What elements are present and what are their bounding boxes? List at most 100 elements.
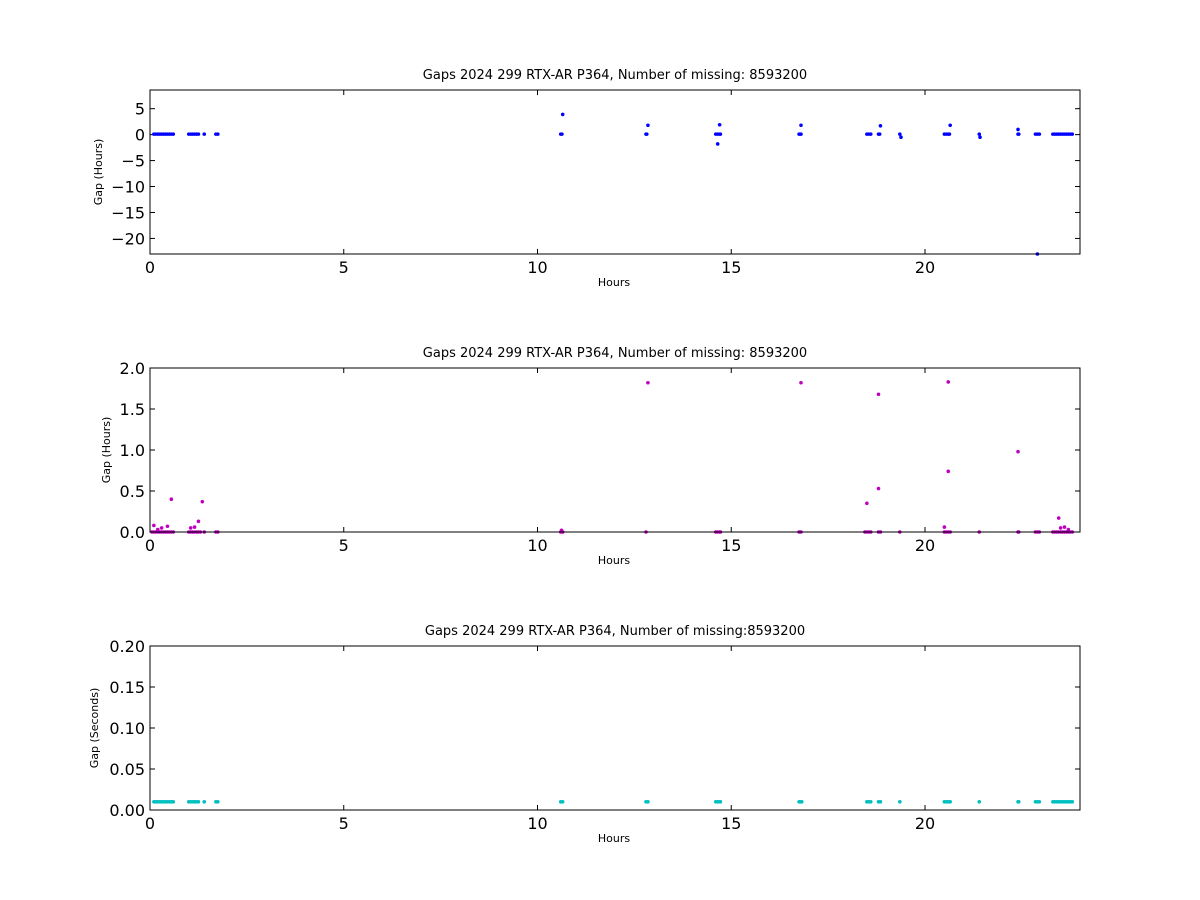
data-point [646, 380, 650, 385]
chart-3-points [152, 800, 1075, 804]
x-tick-label: 20 [915, 536, 935, 555]
chart-1-ylabel: Gap (Hours) [92, 139, 105, 206]
data-point [718, 800, 723, 804]
data-point [196, 800, 201, 804]
x-tick-label: 5 [339, 814, 349, 833]
chart-2-points [150, 380, 1075, 534]
data-point [1070, 132, 1075, 136]
data-point [878, 124, 883, 128]
x-tick-label: 15 [721, 258, 741, 277]
x-tick-label: 5 [339, 536, 349, 555]
data-point [188, 526, 193, 530]
x-tick-label: 10 [527, 258, 547, 277]
data-point [898, 800, 902, 804]
data-point [1058, 526, 1063, 530]
data-point [946, 380, 951, 384]
chart-3-title: Gaps 2024 299 RTX-AR P364, Number of mis… [425, 624, 805, 639]
data-point [1066, 527, 1071, 532]
data-point [1016, 127, 1020, 132]
data-point [977, 800, 982, 804]
x-tick-label: 0 [145, 536, 155, 555]
data-point [216, 800, 220, 804]
data-point [155, 527, 160, 532]
chart-panel-2: Gaps 2024 299 RTX-AR P364, Number of mis… [100, 346, 1081, 567]
data-point [899, 135, 903, 140]
y-tick-label: 2.0 [120, 359, 145, 378]
x-tick-label: 5 [339, 258, 349, 277]
chart-3-frame [149, 645, 1081, 811]
x-tick-label: 15 [721, 814, 741, 833]
data-point [560, 132, 564, 136]
data-point [978, 135, 982, 140]
data-point [200, 499, 205, 504]
data-point [171, 800, 176, 804]
y-tick-label: 0 [135, 126, 145, 145]
data-point [799, 132, 803, 136]
chart-panel-3: Gaps 2024 299 RTX-AR P364, Number of mis… [88, 624, 1081, 845]
y-tick-label: 0.15 [109, 678, 145, 697]
data-point [878, 800, 883, 804]
x-tick-label: 0 [145, 258, 155, 277]
chart-2-title: Gaps 2024 299 RTX-AR P364, Number of mis… [423, 346, 807, 361]
x-tick-label: 10 [527, 814, 547, 833]
x-tick-label: 20 [915, 258, 935, 277]
chart-1-points [152, 112, 1075, 256]
data-point [868, 800, 873, 804]
data-point [948, 800, 952, 804]
y-tick-label: −5 [121, 152, 145, 171]
chart-1-title: Gaps 2024 299 RTX-AR P364, Number of mis… [423, 68, 807, 83]
y-tick-label: 0.5 [120, 482, 145, 501]
data-point [152, 523, 156, 528]
data-point [169, 497, 174, 502]
data-point [1037, 132, 1042, 136]
data-point [946, 469, 951, 474]
chart-1-frame [149, 89, 1081, 255]
data-point [876, 486, 881, 491]
chart-3-ticks: 0 5 10 15 20 0.00 0.05 0.10 0.15 0.20 [109, 637, 1080, 833]
data-point [202, 132, 207, 136]
chart-2-xlabel: Hours [598, 554, 630, 567]
data-point [1016, 449, 1020, 454]
data-point [171, 132, 176, 136]
chart-2-ylabel: Gap (Hours) [100, 417, 113, 484]
data-point [865, 501, 869, 506]
y-tick-label: 0.00 [109, 801, 145, 820]
y-tick-label: 0.20 [109, 637, 145, 656]
data-point [196, 132, 201, 136]
data-point [718, 132, 723, 136]
data-point [799, 123, 803, 128]
y-tick-label: 0.05 [109, 760, 145, 779]
data-point [1056, 516, 1061, 520]
chart-3-ylabel: Gap (Seconds) [88, 688, 101, 769]
data-point [646, 123, 650, 128]
data-point [799, 380, 803, 385]
data-point [202, 800, 207, 804]
chart-panel-1: Gaps 2024 299 RTX-AR P364, Number of mis… [92, 68, 1081, 289]
data-point [876, 392, 881, 397]
y-tick-label: 5 [135, 100, 145, 119]
data-point [799, 800, 804, 804]
data-point [646, 800, 650, 804]
data-point [942, 525, 947, 529]
data-point [560, 800, 565, 804]
y-tick-label: 0.10 [109, 719, 145, 738]
data-point [216, 132, 220, 136]
data-point [165, 524, 170, 529]
chart-3-xlabel: Hours [598, 832, 630, 845]
data-point [1016, 800, 1021, 804]
data-point [898, 132, 902, 136]
data-point [1062, 525, 1067, 529]
x-tick-label: 15 [721, 536, 741, 555]
data-point [1016, 132, 1021, 136]
data-point [196, 519, 201, 524]
data-point [192, 525, 197, 529]
data-point [1070, 800, 1075, 804]
data-point [868, 132, 873, 136]
x-tick-label: 0 [145, 814, 155, 833]
chart-1-ticks: 0 5 10 15 20 −20 −15 −10 −5 0 5 [111, 90, 1080, 277]
data-point [947, 132, 952, 136]
data-point [877, 132, 882, 136]
data-point [560, 112, 565, 117]
data-point [977, 132, 982, 136]
